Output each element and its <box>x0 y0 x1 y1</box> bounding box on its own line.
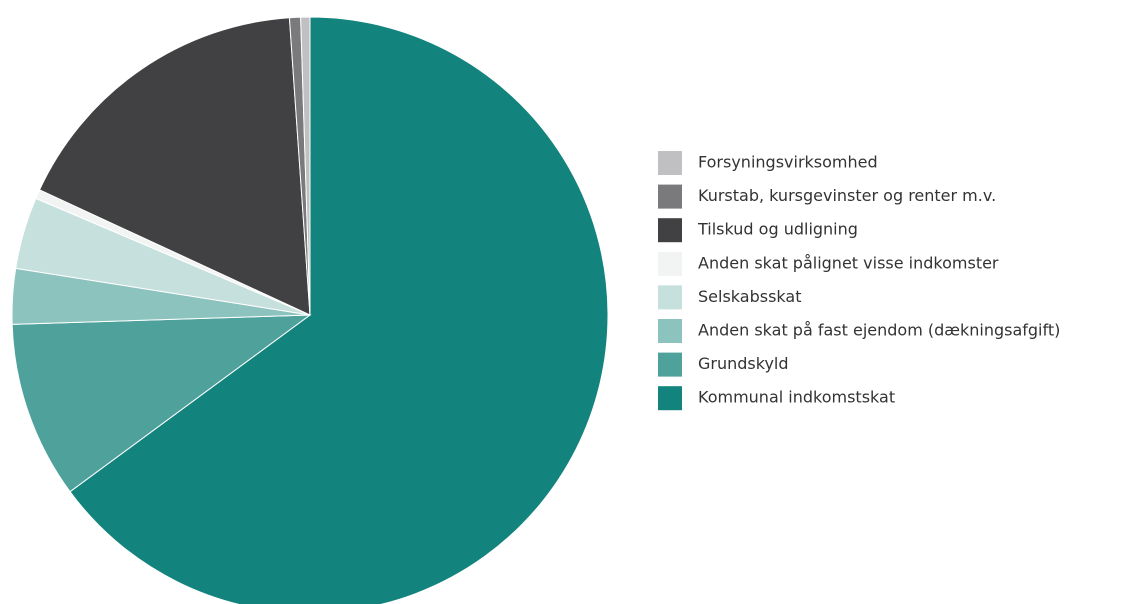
legend-swatch <box>658 319 682 343</box>
legend-label: Anden skat på fast ejendom (dækningsafgi… <box>698 321 1060 340</box>
legend-label: Kommunal indkomstskat <box>698 388 895 407</box>
legend-swatch <box>658 218 682 243</box>
pie-slice <box>38 17 311 316</box>
legend-label: Kurstab, kursgevinster og renter m.v. <box>698 186 996 205</box>
legend-label: Selskabsskat <box>698 287 801 306</box>
legend-swatch <box>658 251 682 276</box>
pie-slice <box>300 16 311 316</box>
pie-slice <box>69 16 609 604</box>
legend-label: Grundskyld <box>698 354 789 373</box>
legend-swatch <box>658 151 682 175</box>
legend-label: Anden skat pålignet visse indkomster <box>698 253 999 272</box>
legend-label: Forsyningsvirksomhed <box>698 153 878 172</box>
legend-swatch <box>658 386 682 411</box>
legend-swatch <box>658 285 682 310</box>
legend-label: Tilskud og udligning <box>697 220 858 239</box>
legend-swatch <box>658 352 682 377</box>
pie-slice <box>11 314 312 493</box>
legend-swatch <box>658 184 682 209</box>
